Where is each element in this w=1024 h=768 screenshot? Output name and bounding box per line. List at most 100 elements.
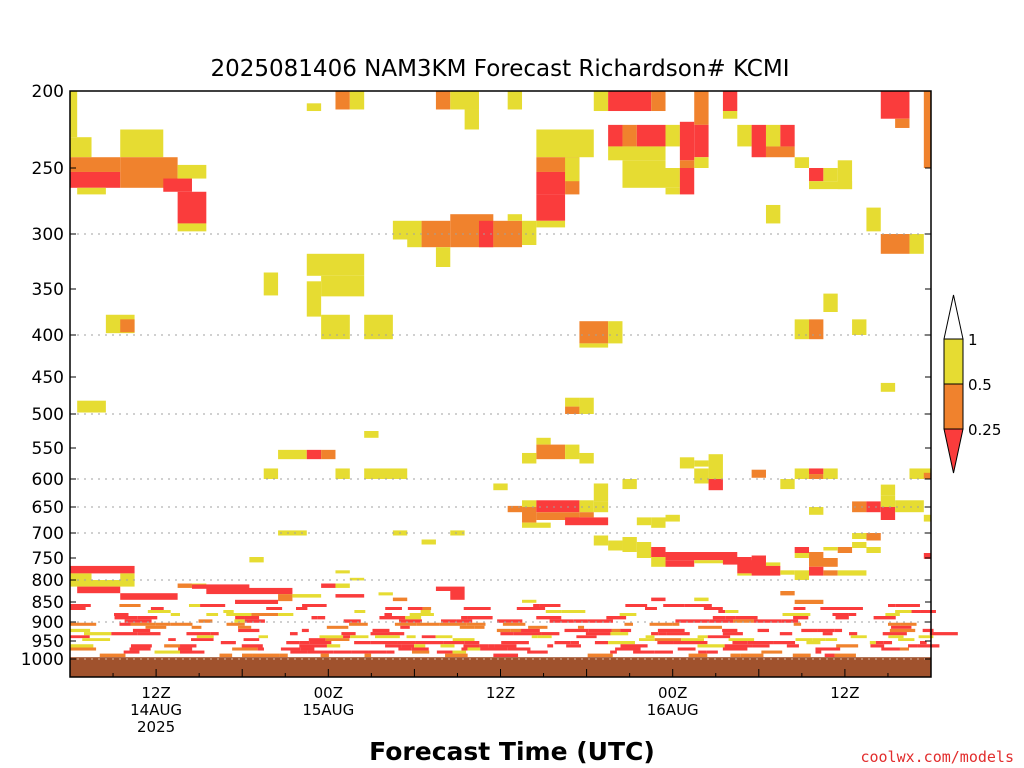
plot-background [70, 91, 931, 677]
ri-cell [752, 644, 770, 648]
ri-cell [610, 650, 617, 654]
ri-cell [299, 644, 327, 648]
ri-cell [565, 444, 580, 460]
ri-cell [311, 616, 318, 620]
ri-cell [263, 272, 279, 296]
ri-cell [823, 570, 838, 576]
ri-cell [325, 638, 350, 641]
ri-cell [522, 522, 551, 528]
ri-cell [536, 129, 594, 158]
ri-cell [753, 619, 782, 623]
ri-cell [644, 607, 657, 610]
ri-cell [77, 586, 121, 594]
ri-cell [536, 437, 551, 445]
ri-cell [516, 607, 546, 610]
ri-cell [452, 650, 467, 654]
ri-cell [852, 501, 867, 513]
ri-cell [243, 638, 260, 641]
y-tick-label: 1000 [21, 650, 64, 670]
ri-cell [651, 597, 666, 602]
ri-cell [321, 314, 350, 340]
ri-cell [474, 625, 485, 629]
ri-cell [672, 622, 680, 626]
ri-cell [296, 607, 308, 610]
ri-cell [694, 124, 709, 158]
ri-cell [70, 604, 91, 607]
ri-cell [440, 644, 455, 648]
ri-cell [398, 619, 422, 623]
ri-cell [834, 653, 856, 658]
ri-cell [186, 632, 211, 636]
ri-cell [922, 628, 934, 633]
ri-cell [724, 644, 753, 648]
ri-cell [579, 397, 594, 414]
ri-cell [898, 638, 915, 641]
ri-cell [70, 580, 135, 587]
ri-cell [888, 635, 904, 639]
ri-cell [622, 160, 666, 168]
y-tick-label: 400 [32, 326, 64, 346]
ri-cell [794, 319, 810, 340]
ri-cell [464, 109, 479, 130]
ri-cell [251, 613, 279, 616]
ri-cell [706, 650, 718, 654]
ri-cell [873, 616, 896, 620]
ri-cell [835, 616, 849, 620]
ri-cell [335, 91, 350, 110]
ri-cell [615, 647, 641, 651]
ri-cell [809, 552, 824, 558]
ri-cell [502, 622, 526, 626]
ri-cell [565, 157, 580, 182]
ri-cell [561, 610, 586, 613]
ri-cell [909, 468, 931, 479]
ri-cell [665, 514, 680, 522]
ri-cell [645, 635, 655, 639]
ri-cell [703, 607, 723, 610]
ri-cell [531, 635, 538, 639]
ri-cell [129, 647, 151, 651]
ri-cell [536, 444, 566, 460]
colorbar-label: 1 [968, 331, 978, 349]
ri-cell [120, 593, 178, 600]
ri-cell [891, 625, 912, 629]
ri-cell [154, 650, 180, 654]
ri-cell [321, 583, 336, 588]
ri-cell [651, 632, 659, 636]
ri-cell [196, 635, 214, 639]
ri-cell [493, 483, 508, 491]
ri-cell [364, 653, 372, 658]
ri-cell [409, 613, 434, 616]
ri-cell [794, 599, 824, 604]
ri-cell [566, 644, 581, 648]
ri-cell [707, 635, 731, 639]
ri-cell [375, 635, 400, 639]
ri-cell [781, 619, 799, 623]
ri-cell [624, 622, 633, 626]
ri-cell [722, 632, 743, 636]
ri-cell [99, 653, 126, 658]
ri-cell [780, 124, 795, 147]
ri-cell [658, 632, 667, 636]
ri-cell [536, 194, 566, 221]
ri-cell [386, 650, 395, 654]
ri-cell [70, 565, 135, 574]
ri-cell [780, 570, 795, 575]
ri-cell [286, 641, 300, 645]
ri-cell [848, 607, 863, 610]
ri-cell [665, 560, 695, 567]
ri-cell [620, 644, 648, 648]
ri-cell [923, 553, 931, 559]
ri-cell [191, 638, 214, 641]
ri-cell [809, 566, 824, 576]
ri-cell [849, 632, 858, 636]
ri-cell [751, 469, 766, 478]
ri-cell [765, 124, 781, 147]
ri-cell [850, 635, 867, 639]
ri-cell [398, 647, 412, 651]
ri-cell [278, 613, 294, 616]
ri-cell [392, 220, 422, 240]
ri-cell [536, 220, 566, 228]
ri-cell [252, 653, 280, 658]
